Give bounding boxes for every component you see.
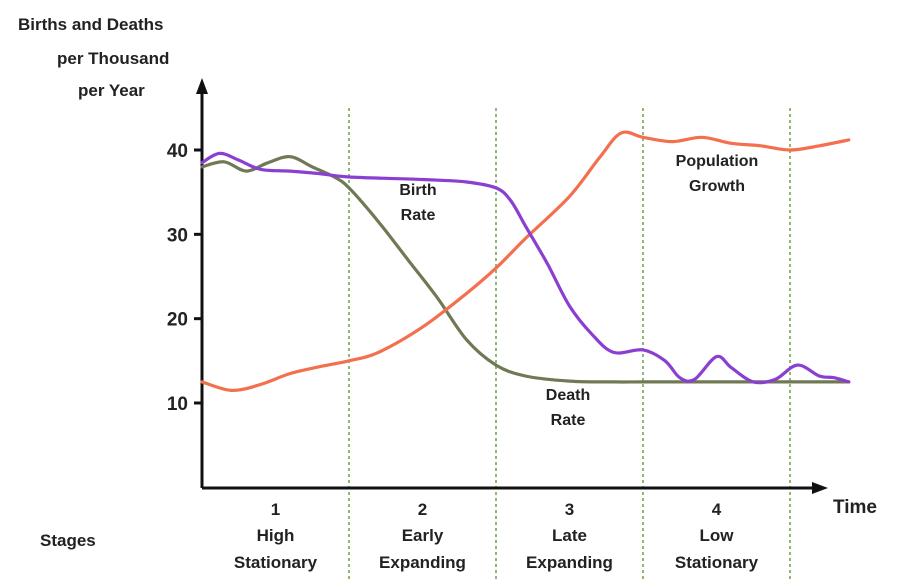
y-axis-label-line-1: Births and Deaths: [18, 15, 163, 34]
population-growth-line: [200, 130, 851, 393]
stage-3-number: 3: [565, 500, 574, 519]
stage-1-name1: High: [257, 526, 295, 545]
stage-1-number: 1: [271, 500, 280, 519]
death-rate-line: [200, 155, 851, 384]
stage-2-name1: Early: [402, 526, 444, 545]
stage-2-name2: Expanding: [379, 553, 466, 572]
stage-1-name2: Stationary: [234, 553, 318, 572]
death-rate-label-line-1: Death: [546, 387, 590, 404]
series-layer: [200, 130, 851, 393]
population-growth-label-line-1: Population: [676, 153, 759, 170]
stage-4-number: 4: [712, 500, 722, 519]
stage-4-name2: Stationary: [675, 553, 759, 572]
birth-rate-label-line-2: Rate: [401, 207, 436, 224]
y-ticks: 10 20 30 40: [167, 141, 202, 415]
x-axis-arrow: [812, 482, 828, 494]
y-axis-label-line-2: per Thousand: [57, 49, 169, 68]
stage-3-name1: Late: [552, 526, 587, 545]
birth-rate-line: [200, 151, 851, 385]
y-tick-label-20: 20: [167, 310, 188, 331]
death-rate-label-line-2: Rate: [551, 412, 586, 429]
stage-labels: 1 High Stationary 2 Early Expanding 3 Late Expan…: [234, 500, 759, 572]
y-tick-label-30: 30: [167, 225, 188, 246]
population-growth-label-line-2: Growth: [689, 178, 745, 195]
birth-rate-label-line-1: Birth: [399, 182, 436, 199]
y-axis-arrow: [196, 78, 208, 94]
stage-4-name1: Low: [700, 526, 735, 545]
stage-2-number: 2: [418, 500, 427, 519]
stages-heading: Stages: [40, 531, 96, 550]
y-axis-label-line-3: per Year: [78, 81, 145, 100]
stage-3-name2: Expanding: [526, 553, 613, 572]
y-tick-label-40: 40: [167, 141, 188, 162]
y-tick-label-10: 10: [167, 394, 188, 415]
x-axis-label: Time: [833, 497, 877, 518]
